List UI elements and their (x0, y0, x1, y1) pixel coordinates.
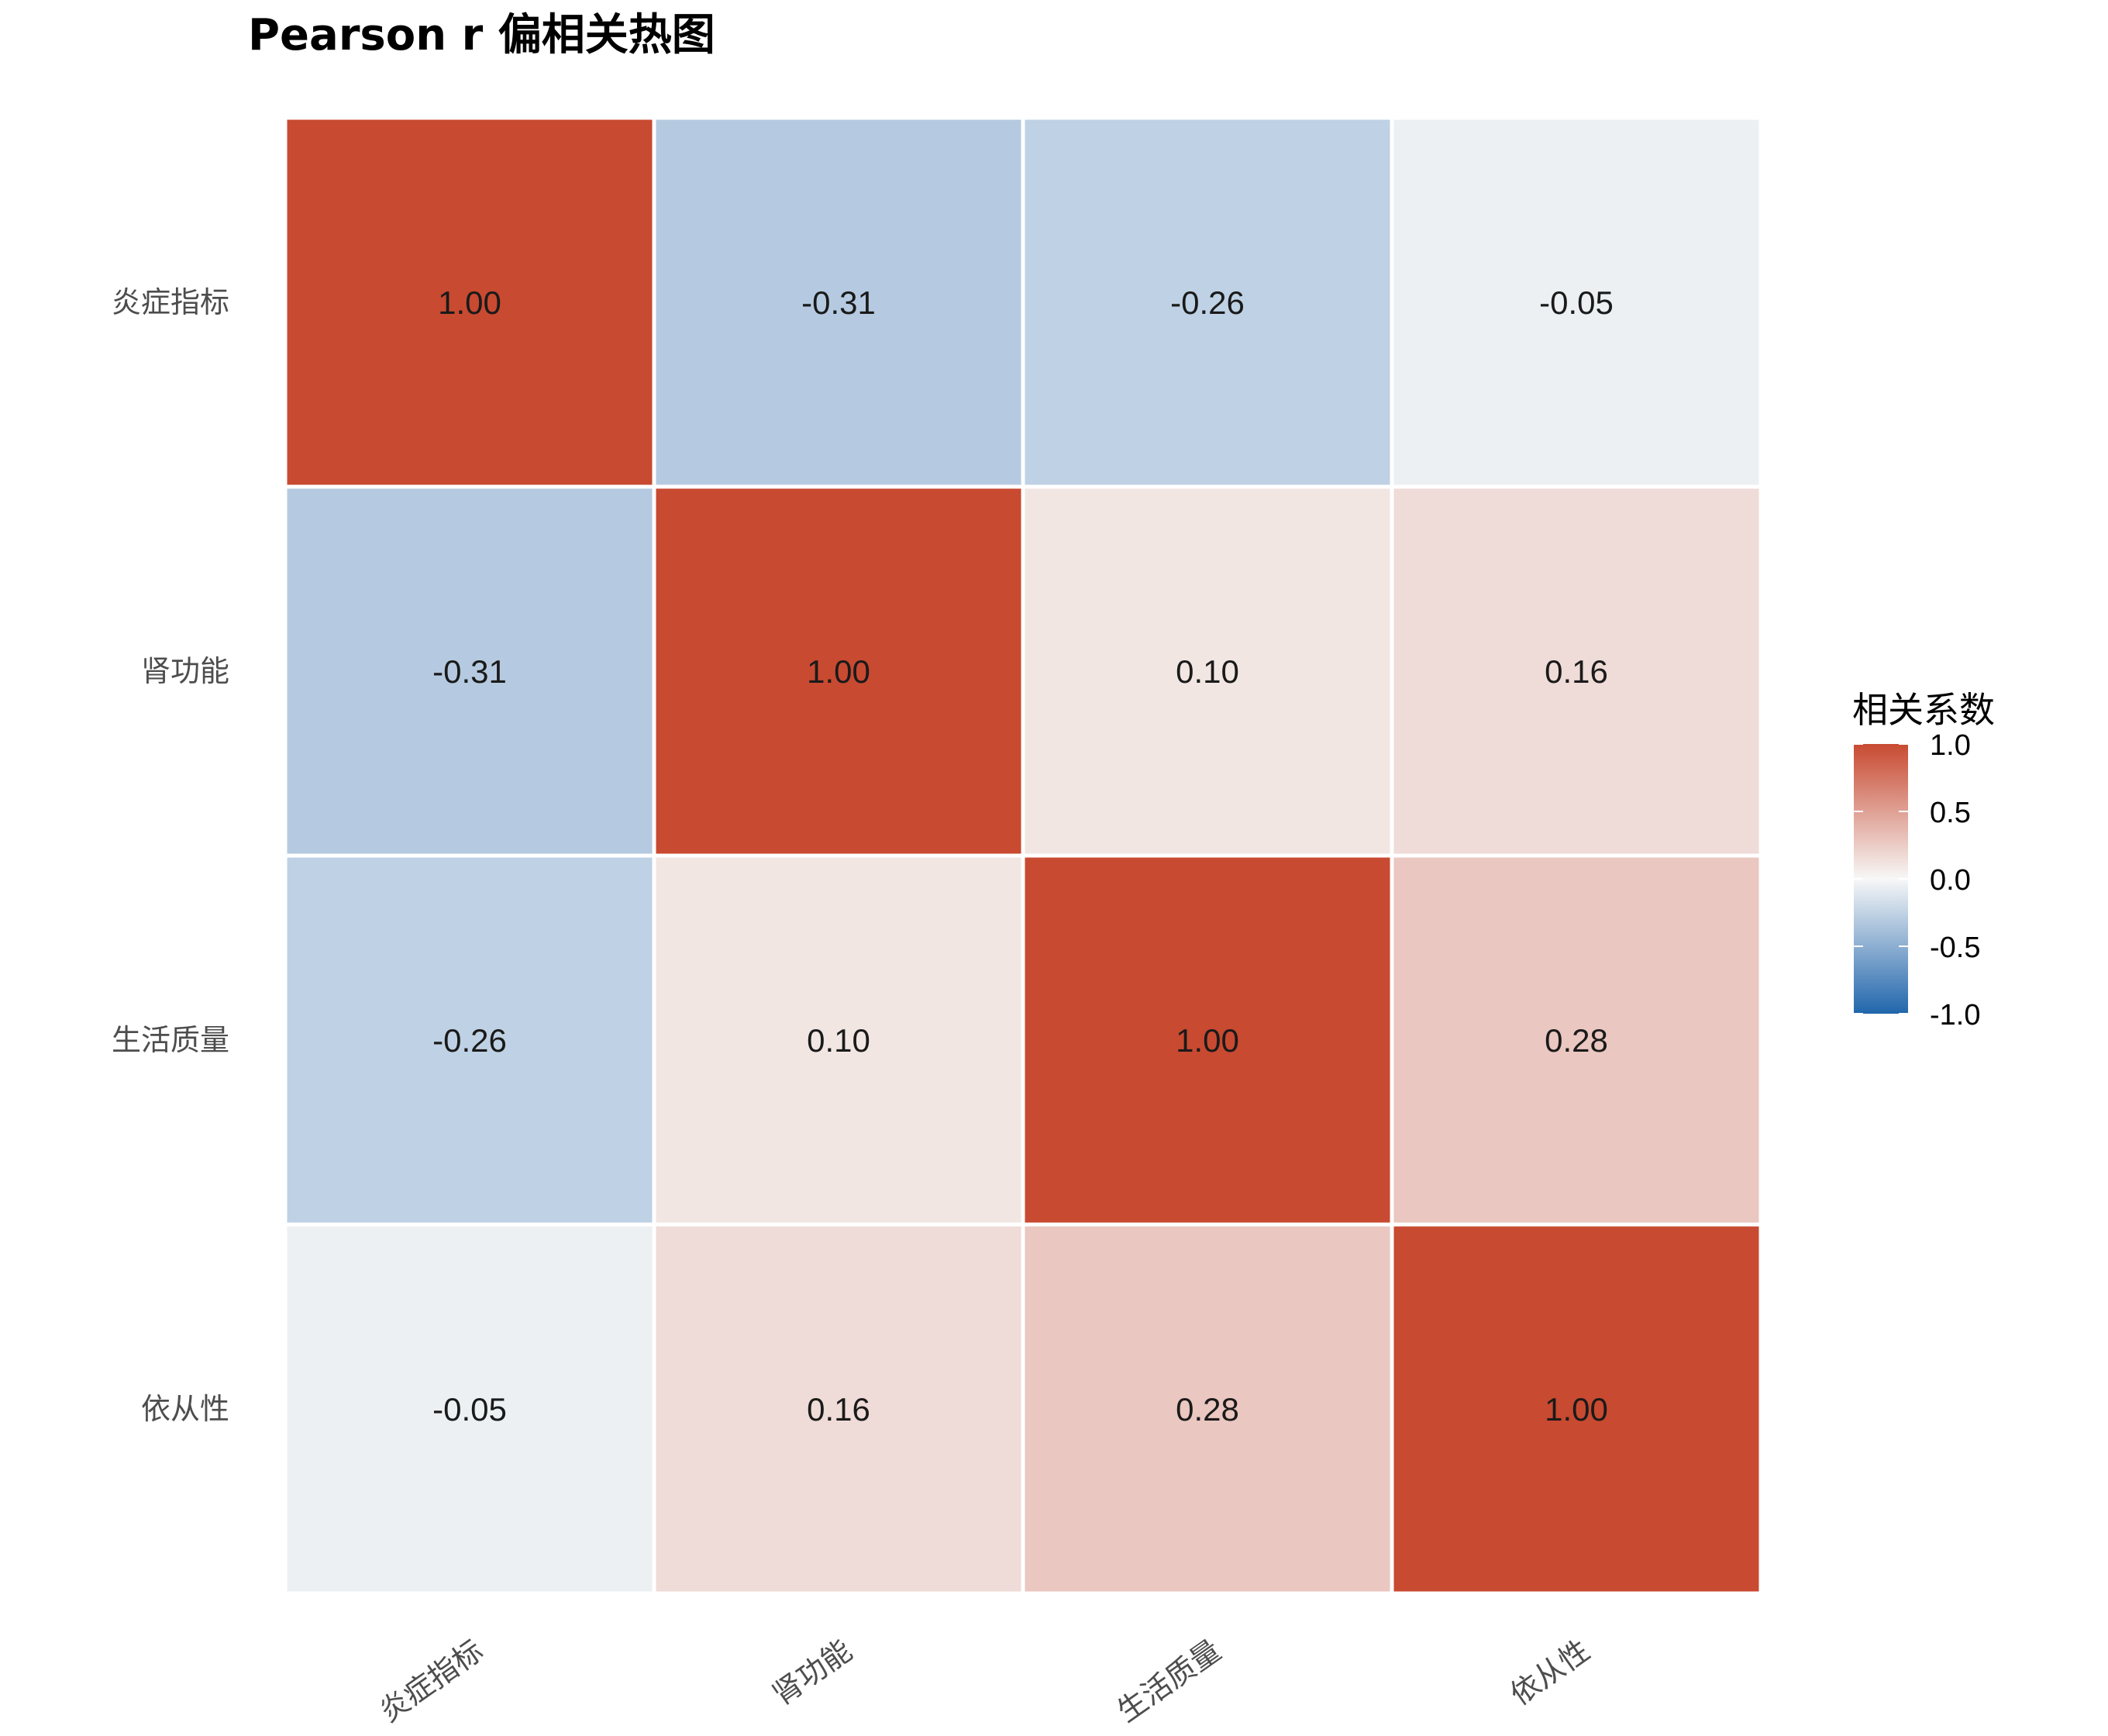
legend-tick-label: -0.5 (1930, 932, 1980, 964)
cell-value-label: 0.28 (1176, 1391, 1239, 1428)
heatmap-cells (283, 115, 1763, 1596)
legend-tick-label: 0.0 (1930, 864, 1971, 897)
legend-title: 相关系数 (1852, 689, 1995, 731)
heatmap-cell (1021, 115, 1394, 489)
x-tick-label: 生活质量 (1111, 1633, 1227, 1728)
y-tick-label: 生活质量 (112, 1023, 229, 1057)
heatmap-cell (1390, 853, 1763, 1227)
cell-value-label: -0.05 (1539, 284, 1614, 321)
cell-value-label: 0.28 (1545, 1022, 1608, 1059)
y-tick-label: 依从性 (141, 1392, 229, 1426)
chart-title: Pearson r 偏相关热图 (248, 10, 715, 60)
heatmap-cell (283, 115, 656, 489)
y-tick-label: 肾功能 (141, 654, 229, 688)
cell-value-label: -0.31 (801, 284, 876, 321)
cell-value-label: 1.00 (1545, 1391, 1608, 1428)
x-axis-tick-labels: 炎症指标 肾功能 生活质量 依从性 (373, 1633, 1596, 1728)
cell-value-label: 0.16 (1545, 653, 1608, 690)
heatmap-cell (652, 115, 1025, 489)
color-legend: 相关系数 1.0 0.5 0.0 -0.5 -1.0 (1852, 689, 1995, 1032)
heatmap-cell (1021, 1222, 1394, 1596)
heatmap-cell (1390, 1222, 1763, 1596)
x-tick-label: 炎症指标 (373, 1633, 489, 1728)
heatmap-cell-labels: 1.00 -0.31 -0.26 -0.05 -0.31 1.00 0.10 0.16 -0.2… (432, 284, 1614, 1428)
cell-value-label: 0.16 (807, 1391, 870, 1428)
cell-value-label: 1.00 (438, 284, 501, 321)
cell-value-label: 1.00 (807, 653, 870, 690)
cell-value-label: -0.05 (432, 1391, 507, 1428)
heatmap-cell (652, 1222, 1025, 1596)
heatmap-cell (283, 1222, 656, 1596)
x-tick-label: 依从性 (1504, 1633, 1596, 1711)
heatmap-cell (652, 484, 1025, 858)
cell-value-label: 1.00 (1176, 1022, 1239, 1059)
legend-tick-label: -1.0 (1930, 999, 1980, 1032)
cell-value-label: -0.31 (432, 653, 507, 690)
legend-tick-label: 0.5 (1930, 797, 1971, 829)
cell-value-label: 0.10 (1176, 653, 1239, 690)
heatmap-cell (652, 853, 1025, 1227)
x-tick-label: 肾功能 (766, 1633, 859, 1711)
cell-value-label: -0.26 (1170, 284, 1245, 321)
cell-value-label: -0.26 (432, 1022, 507, 1059)
legend-ticks: 1.0 0.5 0.0 -0.5 -1.0 (1854, 729, 1980, 1032)
y-tick-label: 炎症指标 (112, 285, 229, 319)
heatmap-cell (1390, 484, 1763, 858)
legend-tick-label: 1.0 (1930, 729, 1971, 762)
cell-value-label: 0.10 (807, 1022, 870, 1059)
heatmap-cell (1390, 115, 1763, 489)
heatmap-cell (283, 484, 656, 858)
